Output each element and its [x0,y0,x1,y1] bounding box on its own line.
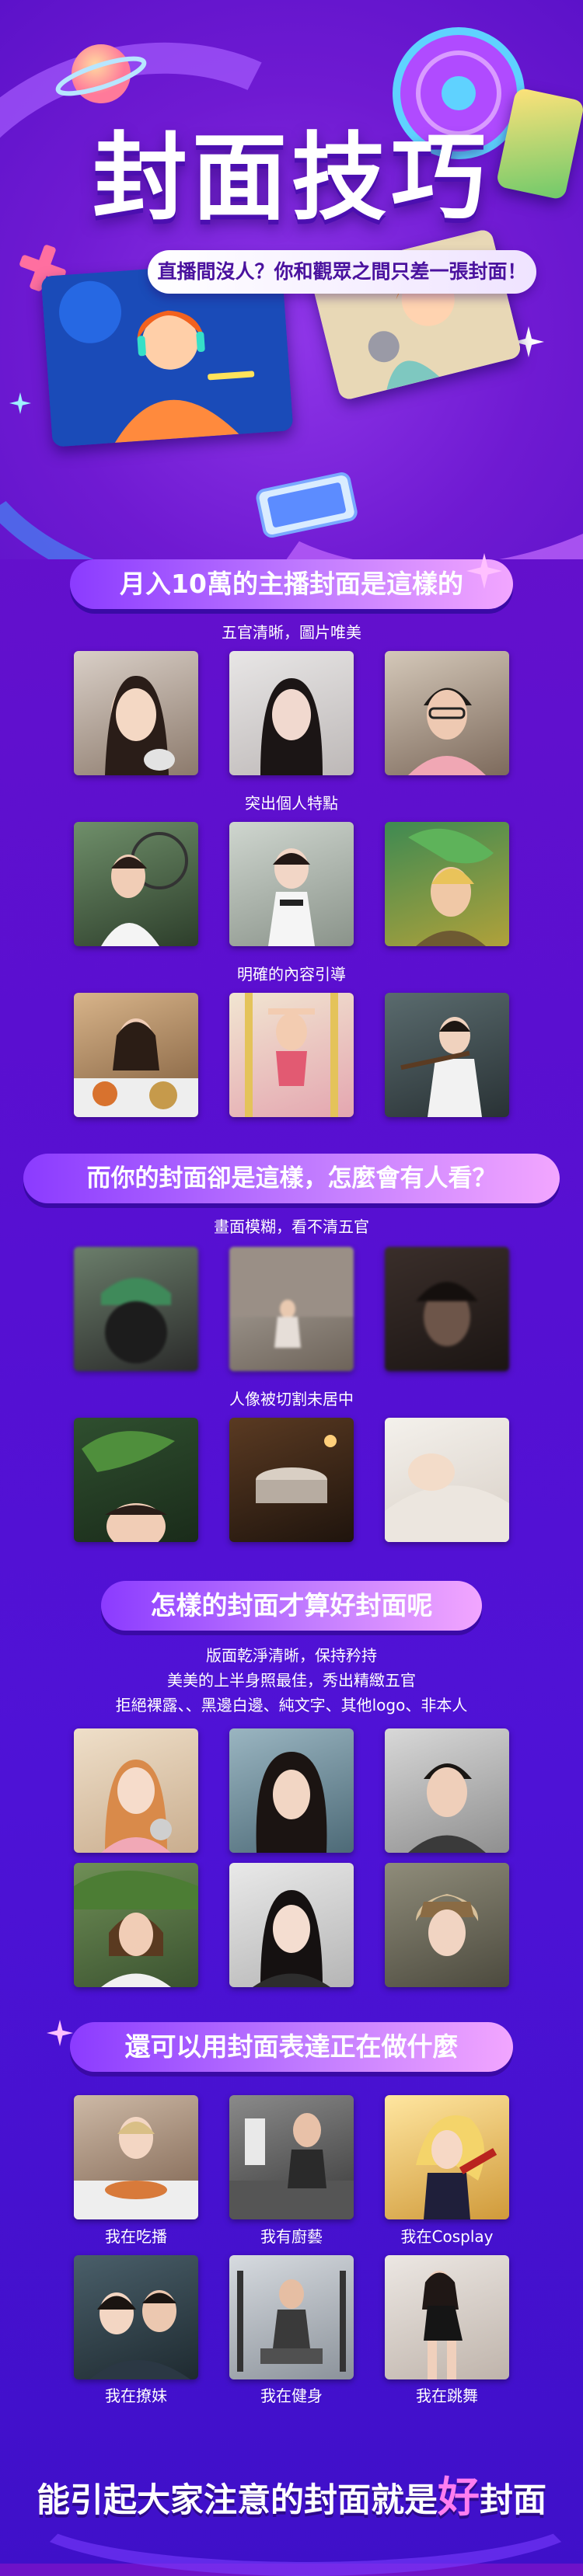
footer-text-b: 封面 [480,2481,546,2520]
activity-caption: 我在撩妹 [105,2386,167,2405]
sparkle-icon [513,326,544,357]
example-photo [385,1418,509,1542]
activity-photo-cooking [229,2095,354,2219]
activity-photo-cosplay [385,2095,509,2219]
example-photo [74,1863,198,1987]
example-photo [385,1728,509,1853]
example-photo [74,651,198,775]
section-header-good-covers: 怎樣的封面才算好封面呢 [101,1581,482,1631]
caption-clear-features: 五官清晰，圖片唯美 [222,623,361,642]
example-photo [385,993,509,1117]
girl-with-headphones-illustration [40,259,294,447]
activity-photo-fitness [229,2255,354,2379]
example-photo [74,993,198,1117]
example-photo [385,1863,509,1987]
activity-caption: 我在健身 [260,2386,323,2405]
caption-content-guide: 明確的內容引導 [237,965,346,983]
footer-slogan: 能引起大家注意的封面就是好封面 [23,2470,560,2525]
example-photo [74,1728,198,1853]
rule-upper-body: 美美的上半身照最佳，秀出精緻五官 [167,1671,416,1690]
footer-text-a: 能引起大家注意的封面就是 [37,2481,438,2520]
example-photo [229,1728,354,1853]
sparkle-icon [9,392,31,414]
hero-tagline: 直播間沒人？你和觀眾之間只差一張封面！ [148,250,536,294]
example-photo [385,822,509,946]
example-photo [74,1418,198,1542]
section-header-top-streamers: 月入10萬的主播封面是這樣的 [70,559,513,609]
caption-cropped: 人像被切割未居中 [229,1390,354,1408]
hero-title: 封面技巧 [93,123,490,233]
caption-personal-traits: 突出個人特點 [245,794,338,813]
example-photo [74,822,198,946]
activity-caption: 我在吃播 [105,2227,167,2246]
activity-caption: 我有廚藝 [260,2227,323,2246]
sparkle-icon [47,2020,73,2046]
rule-no-exposure: 拒絕裸露、、黑邊白邊、純文字、其他logo、非本人 [115,1696,468,1714]
example-photo [229,651,354,775]
hero-banner: 封面技巧 直播間沒人？你和觀眾之間只差一張封面！ [0,0,583,559]
example-photo [385,651,509,775]
example-photo [229,822,354,946]
section-header-bad-covers: 而你的封面卻是這樣，怎麼會有人看？ [23,1154,560,1203]
example-photo [229,1863,354,1987]
example-photo [229,1247,354,1371]
cross-icon [19,245,66,291]
footer-text-big: 好 [438,2473,480,2522]
activity-photo-flirting [74,2255,198,2379]
section-header-activities: 還可以用封面表達正在做什麼 [70,2022,513,2072]
activity-photo-dancing [385,2255,509,2379]
sparkle-icon [466,553,502,589]
phone-icon [256,472,358,538]
example-photo [229,1418,354,1542]
example-photo [229,993,354,1117]
activity-caption: 我在跳舞 [416,2386,478,2405]
example-photo [74,1247,198,1371]
activity-photo-eating [74,2095,198,2219]
caption-blurry: 畫面模糊，看不清五官 [214,1217,369,1236]
rule-clean-layout: 版面乾淨清晰，保持矜持 [206,1646,377,1665]
example-photo [385,1247,509,1371]
illustration-card-left [40,259,294,447]
activity-caption: 我在Cosplay [400,2227,494,2246]
planet-icon [55,44,147,103]
